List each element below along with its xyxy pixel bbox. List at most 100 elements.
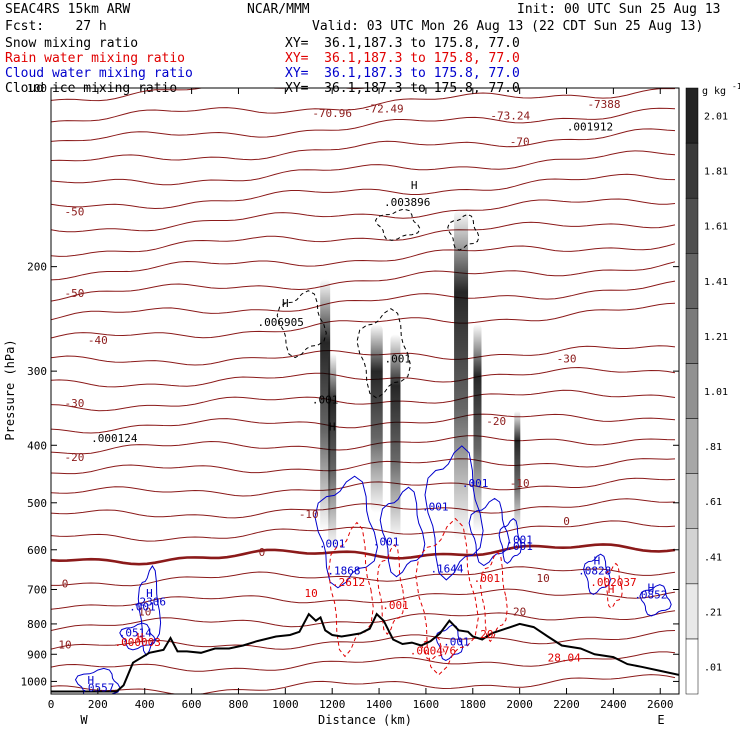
field-maximum-label: .001 [129,601,156,614]
field-maximum-label: .001 [312,393,339,406]
x-tick-label: 1800 [460,698,487,711]
colorbar-swatch [685,473,699,529]
y-tick-label: 100 [27,82,47,95]
field-maximum-label: 20 [480,628,493,641]
snow-shading [328,353,337,550]
field-label-cloud-water: Cloud water mixing ratio [5,66,193,81]
temperature-isotherm [51,88,676,123]
isotherm-label: 10 [138,606,151,619]
x-tick-label: 1200 [319,698,346,711]
field-maximum-label: 10 [304,587,317,600]
y-tick-label: 400 [27,439,47,452]
colorbar-label: 2.01 [704,112,728,123]
x-tick-label: 2600 [647,698,674,711]
field-maximum-label: H [329,421,336,434]
temperature-isotherm [51,498,676,519]
colorbar-swatch [685,363,699,419]
colorbar-swatch [685,418,699,474]
forecast-hour: Fcst: 27 h [5,19,107,34]
field-maximum-label: H [146,587,153,600]
isotherm-label: -10 [510,477,530,490]
temperature-isotherm [51,435,676,455]
isotherm-label: -20 [64,451,84,464]
colorbar-swatch [685,638,699,695]
y-tick-label: 600 [27,544,47,557]
field-maximum-label: .0828 [578,564,611,577]
temperature-isotherm [51,413,676,434]
colorbar-swatch [685,528,699,585]
x-axis-label: Distance (km) [318,713,412,727]
colorbar-swatch [685,87,699,144]
colorbar-label: 1.01 [704,387,728,398]
cloud-water-contour [119,622,157,651]
field-maximum-label: .1644 [430,562,463,575]
cloud-ice-contour [356,308,412,399]
field-maximum-label: .001 [506,540,533,553]
isotherm-label: 0 [62,578,69,591]
field-maximum-label: 28.04 [548,651,581,664]
colorbar-unit: g kg [702,86,726,97]
rain-water-contour [376,543,405,636]
field-maximum-label: H [594,554,601,567]
colorbar-label: .81 [704,442,722,453]
colorbar-unit-exponent: -1 [732,82,740,91]
isotherm-label: -30 [557,352,577,365]
field-maximum-label: H [88,674,95,687]
field-maximum-label: .001 [474,572,501,585]
field-maximum-label: H [137,631,144,644]
field-xy-cloud-water: XY= 36.1,187.3 to 175.8, 77.0 [285,66,520,81]
colorbar-label: 1.81 [704,167,728,178]
field-label-rain: Rain water mixing ratio [5,51,186,66]
cloud-water-contour [379,486,426,578]
isotherm-label: 10 [58,638,71,651]
temperature-isotherm [51,674,676,694]
temperature-isotherm [51,280,676,321]
temperature-value-label: -70.96 [312,107,352,120]
isotherm-label: 0 [259,546,266,559]
isotherm-label: -40 [88,334,108,347]
cloud-water-contour [639,584,672,617]
field-label-snow: Snow mixing ratio [5,36,139,51]
snow-shading [454,209,469,542]
field-maximum-label: .0514 [119,626,152,639]
x-tick-label: 600 [182,698,202,711]
temperature-isotherm [51,107,676,142]
y-tick-label: 700 [27,584,47,597]
x-tick-label: 800 [229,698,249,711]
colorbar-swatch [685,253,699,309]
x-tick-label: 1600 [413,698,440,711]
snow-shading [473,324,482,532]
rain-water-contour [421,636,445,661]
isotherm-label: -30 [64,397,84,410]
colorbar-swatch [685,142,699,199]
freezing-level-isotherm [51,543,676,566]
field-maximum-label: .001912 [567,121,613,134]
rain-water-contour [415,517,479,676]
rain-water-contour [603,562,623,609]
x-tick-label: 2400 [600,698,627,711]
temperature-isotherm [51,261,676,302]
field-maximum-label: .2612 [332,576,365,589]
temperature-value-label: -73.24 [490,109,530,122]
field-maximum-label: .001 [382,599,409,612]
isotherm-label: -70 [510,136,530,149]
field-xy-rain: XY= 36.1,187.3 to 175.8, 77.0 [285,51,520,66]
field-maximum-label: .001 [373,535,400,548]
temperature-value-label: -7388 [587,98,620,111]
terrain-line [51,612,679,693]
temperature-isotherm [51,366,676,388]
field-maximum-label: .006905 [257,316,303,329]
isotherm-label: -50 [64,205,84,218]
temperature-isotherm [51,243,676,281]
colorbar-label: .41 [704,552,722,563]
field-maximum-label: .2306 [133,596,166,609]
isotherm-label: 10 [536,572,549,585]
temperature-isotherm [51,520,676,542]
east-label: E [657,713,664,727]
x-tick-label: 2200 [553,698,580,711]
temperature-isotherm [51,389,676,412]
cloud-water-contour [468,497,510,567]
field-maximum-label: .1868 [327,564,360,577]
x-tick-label: 1000 [272,698,299,711]
